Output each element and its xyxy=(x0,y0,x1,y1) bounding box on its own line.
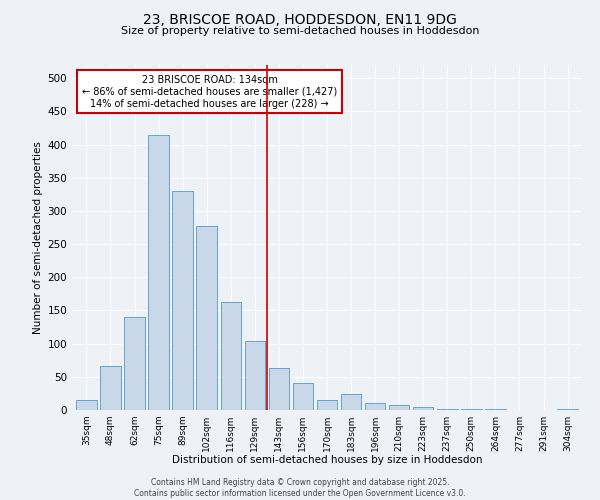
Bar xyxy=(389,404,409,410)
Y-axis label: Number of semi-detached properties: Number of semi-detached properties xyxy=(33,141,43,334)
Bar xyxy=(269,368,289,410)
Bar xyxy=(172,191,193,410)
Bar xyxy=(317,400,337,410)
Bar xyxy=(100,366,121,410)
Bar xyxy=(293,383,313,410)
Bar xyxy=(76,400,97,410)
Bar xyxy=(413,408,433,410)
Bar xyxy=(196,226,217,410)
Bar xyxy=(365,402,385,410)
X-axis label: Distribution of semi-detached houses by size in Hoddesdon: Distribution of semi-detached houses by … xyxy=(172,456,482,466)
Bar xyxy=(245,341,265,410)
Bar xyxy=(437,408,458,410)
Text: 23, BRISCOE ROAD, HODDESDON, EN11 9DG: 23, BRISCOE ROAD, HODDESDON, EN11 9DG xyxy=(143,12,457,26)
Text: Contains HM Land Registry data © Crown copyright and database right 2025.
Contai: Contains HM Land Registry data © Crown c… xyxy=(134,478,466,498)
Bar xyxy=(341,394,361,410)
Text: Size of property relative to semi-detached houses in Hoddesdon: Size of property relative to semi-detach… xyxy=(121,26,479,36)
Bar xyxy=(221,302,241,410)
Bar xyxy=(148,134,169,410)
Text: 23 BRISCOE ROAD: 134sqm
← 86% of semi-detached houses are smaller (1,427)
14% of: 23 BRISCOE ROAD: 134sqm ← 86% of semi-de… xyxy=(82,76,337,108)
Bar xyxy=(124,317,145,410)
Bar xyxy=(557,408,578,410)
